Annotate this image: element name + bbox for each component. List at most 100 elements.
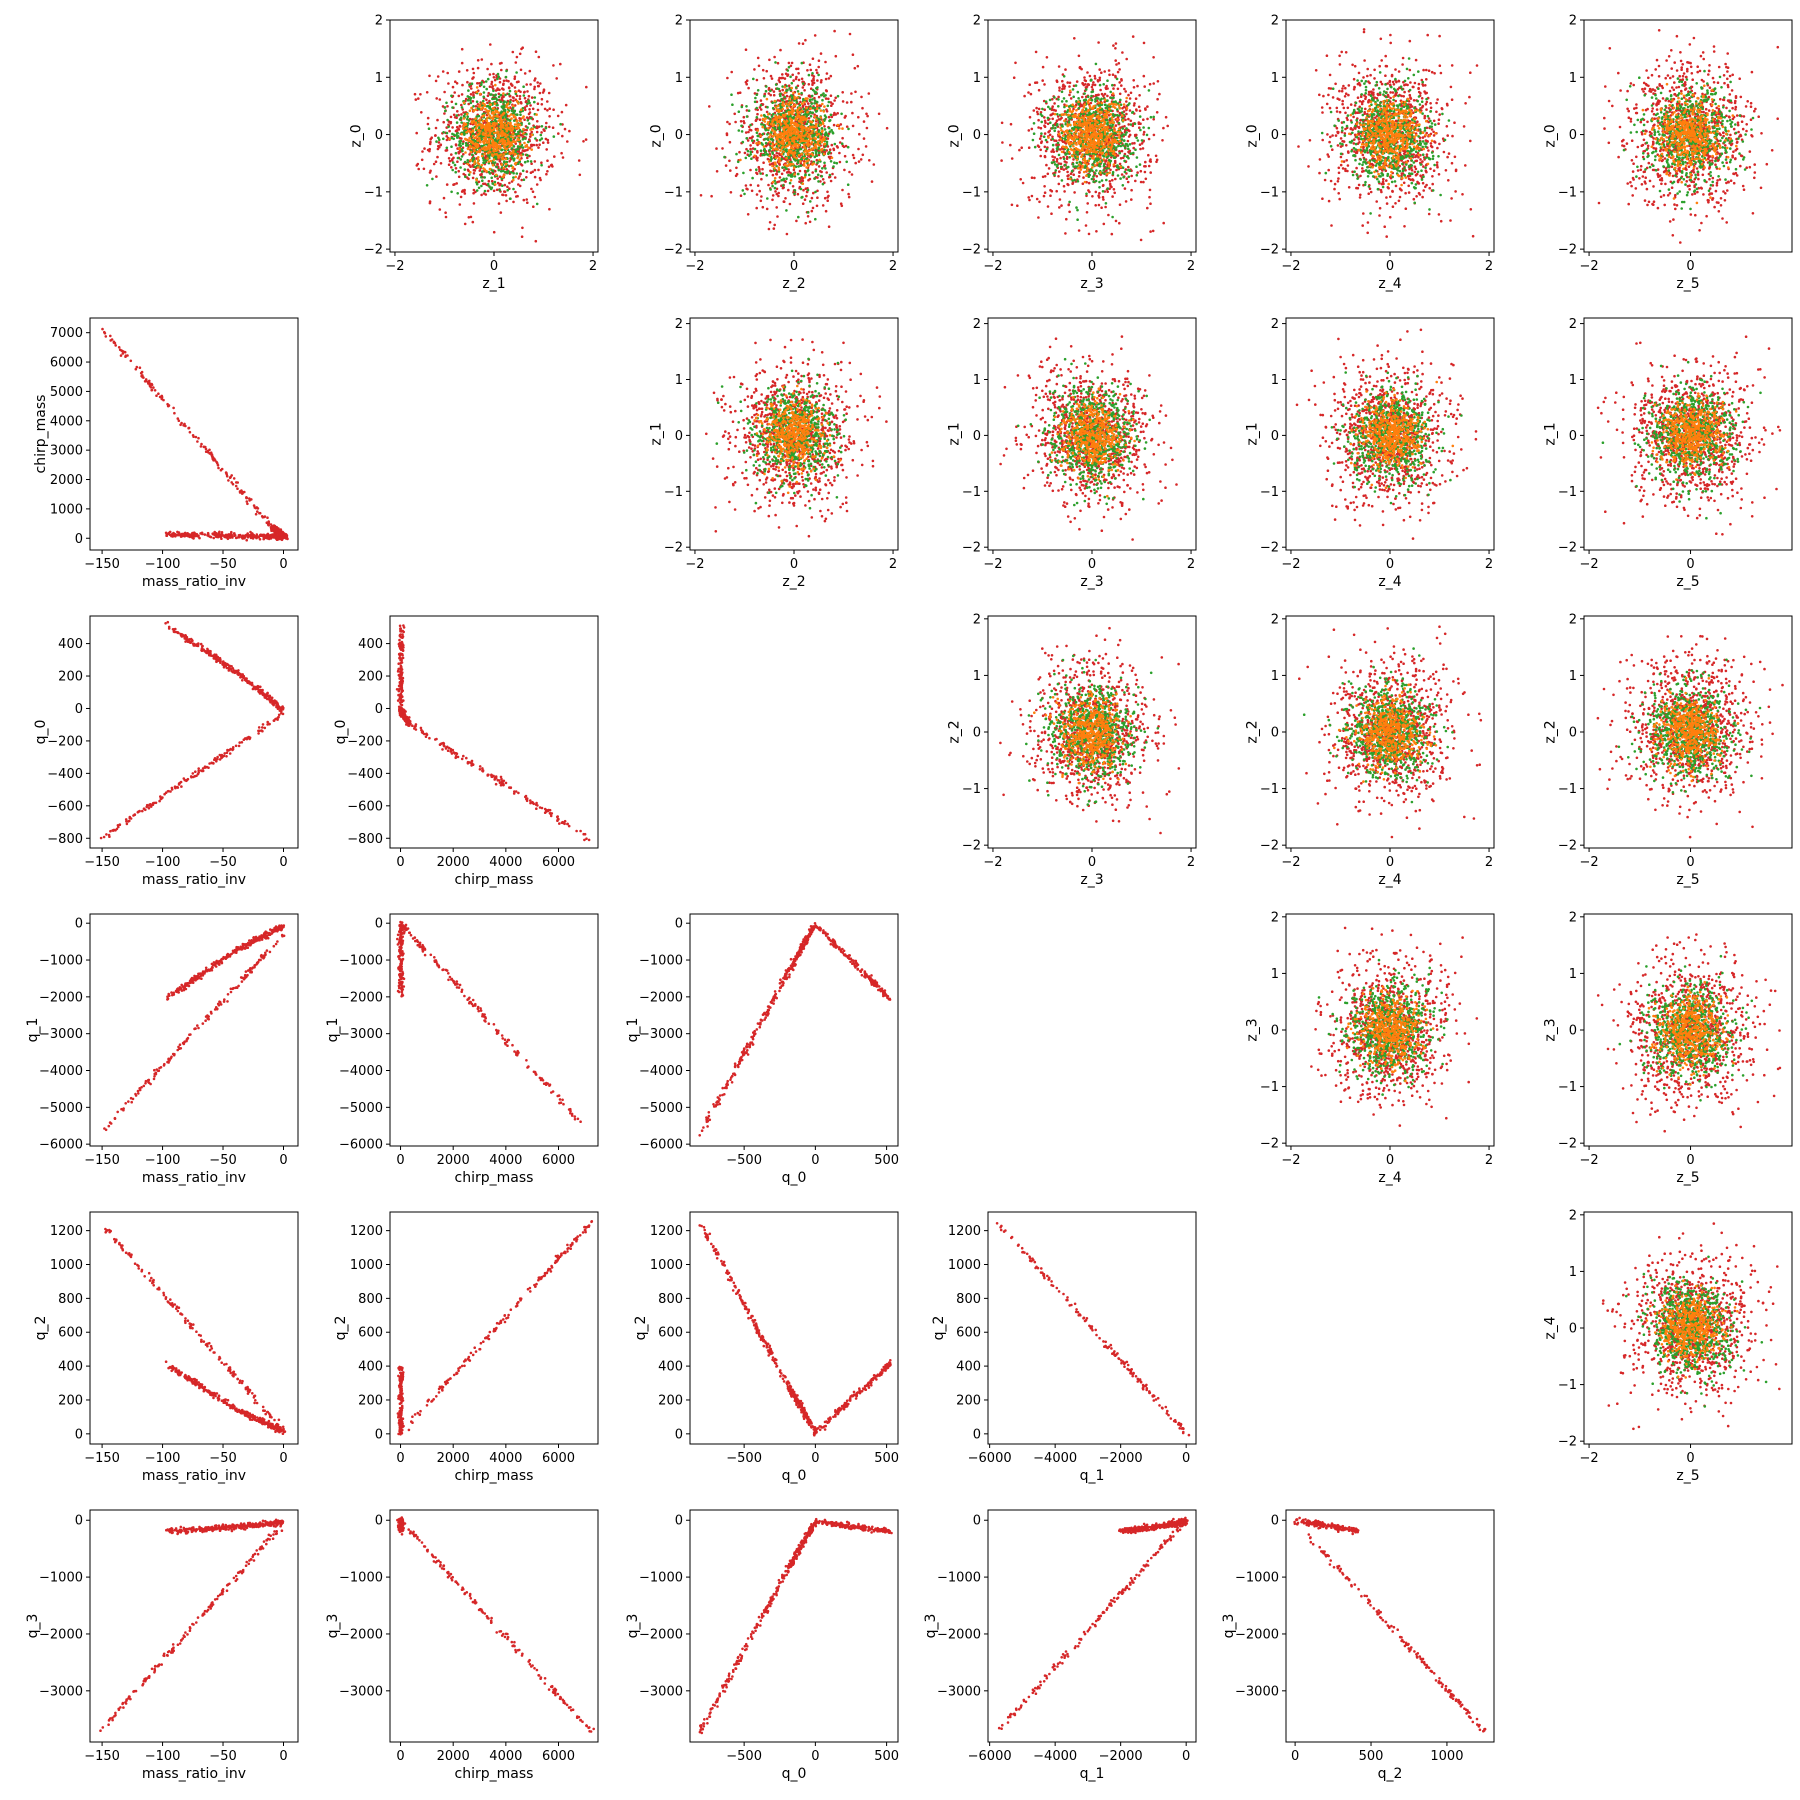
point [865,126,869,130]
point [498,146,502,150]
point [800,77,804,81]
point [809,87,813,90]
point [1021,181,1025,185]
point [497,168,501,172]
point [1089,101,1093,105]
point [507,141,511,145]
point [495,143,499,147]
point [447,163,451,166]
point [1151,229,1155,233]
point [828,119,832,122]
point [726,76,729,80]
point [459,116,463,119]
point [489,120,493,124]
point [495,98,499,102]
point [472,168,476,172]
point [817,95,821,99]
point [454,102,458,106]
point [1049,188,1052,192]
point [462,117,466,120]
point [755,131,759,134]
point [501,155,504,159]
point [795,67,798,71]
point [539,133,543,137]
point [740,130,744,133]
point [1039,126,1043,130]
point [503,190,506,193]
point [1091,195,1094,198]
point [1120,84,1123,87]
point [819,180,822,183]
point [1055,157,1059,161]
point [801,138,805,142]
point [789,88,792,92]
point [797,72,800,75]
point [801,82,805,85]
point [523,96,527,100]
point [472,105,475,108]
point [488,103,492,106]
point [804,171,807,174]
point [501,169,505,173]
point [1030,194,1034,198]
point [1125,127,1128,130]
point [785,156,788,160]
point [1043,124,1046,127]
point [1042,194,1046,198]
point [1054,109,1057,112]
point [1027,196,1030,199]
point [1033,145,1037,149]
point [803,160,806,163]
point [1030,127,1034,131]
point [826,134,830,138]
point [477,128,480,132]
point [473,149,476,153]
point [1136,171,1139,174]
point [460,93,464,96]
point [764,89,768,93]
point [548,125,551,129]
point [820,175,824,178]
point [792,153,795,157]
point [765,110,769,114]
point [1115,63,1118,66]
point [531,170,534,174]
point [414,98,418,101]
point [438,208,442,211]
point [813,106,817,110]
point [469,96,473,100]
point [747,125,751,129]
point [493,161,497,164]
point [866,114,869,118]
point [536,120,539,123]
point [422,167,426,171]
point [1118,81,1121,84]
point [497,133,501,136]
point [527,140,530,144]
point [838,141,842,144]
point [486,67,489,71]
point [1112,44,1115,47]
point [829,160,833,163]
point [1048,133,1052,137]
point [517,154,520,157]
point [446,118,449,122]
point [777,168,781,171]
point [823,125,826,128]
point [803,100,806,104]
point [509,100,512,104]
point [761,205,765,209]
point [476,139,480,142]
point [503,170,507,174]
point [787,153,790,157]
point [525,198,528,201]
point [845,101,849,104]
point [466,80,469,84]
point [807,133,811,136]
point [481,179,484,182]
point [799,187,803,191]
point [746,149,750,153]
x-tick-label: 2 [889,259,897,274]
point [781,186,785,190]
point [803,164,806,167]
